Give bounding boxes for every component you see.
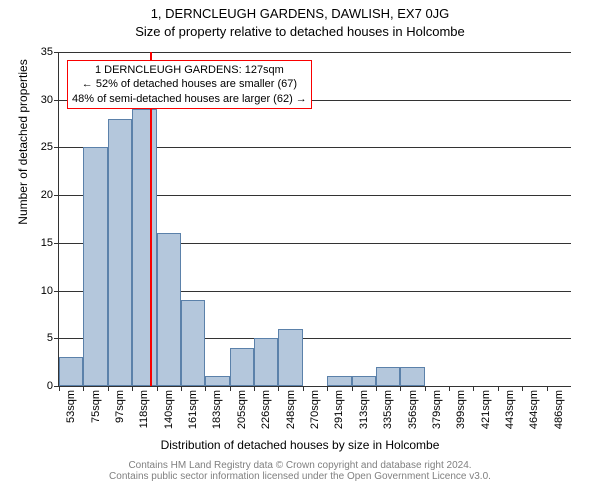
x-tick-label: 335sqm (382, 386, 394, 429)
x-tick-label: 399sqm (455, 386, 467, 429)
chart-title-line1: 1, DERNCLEUGH GARDENS, DAWLISH, EX7 0JG (0, 6, 600, 21)
histogram-bar (254, 338, 278, 386)
histogram-bar (108, 119, 132, 386)
footer-line2: Contains public sector information licen… (0, 471, 600, 482)
x-tick-label: 53sqm (65, 386, 77, 423)
histogram-bar (278, 329, 302, 386)
annotation-box: 1 DERNCLEUGH GARDENS: 127sqm← 52% of det… (67, 60, 312, 109)
y-axis-label: Number of detached properties (16, 0, 30, 309)
histogram-bar (132, 109, 156, 386)
x-tick-label: 291sqm (333, 386, 345, 429)
histogram-bar (352, 376, 376, 386)
annotation-line: 1 DERNCLEUGH GARDENS: 127sqm (72, 63, 307, 77)
histogram-bar (376, 367, 400, 386)
y-tick-label: 30 (41, 94, 59, 106)
y-tick-label: 15 (41, 237, 59, 249)
x-tick-label: 464sqm (528, 386, 540, 429)
x-tick-label: 161sqm (187, 386, 199, 429)
footer-attribution: Contains HM Land Registry data © Crown c… (0, 460, 600, 482)
x-tick-label: 486sqm (553, 386, 565, 429)
x-tick-label: 75sqm (90, 386, 102, 423)
x-tick-label: 421sqm (480, 386, 492, 429)
histogram-bar (230, 348, 254, 386)
x-tick-label: 97sqm (114, 386, 126, 423)
x-tick-label: 443sqm (504, 386, 516, 429)
footer-line1: Contains HM Land Registry data © Crown c… (0, 460, 600, 471)
annotation-line: ← 52% of detached houses are smaller (67… (72, 77, 307, 91)
x-axis-label: Distribution of detached houses by size … (0, 438, 600, 452)
x-tick-label: 205sqm (236, 386, 248, 429)
x-tick-label: 356sqm (407, 386, 419, 429)
histogram-bar (157, 233, 181, 386)
y-tick-label: 0 (47, 380, 59, 392)
x-tick-label: 270sqm (309, 386, 321, 429)
plot-area: 0510152025303553sqm75sqm97sqm118sqm140sq… (58, 52, 571, 387)
annotation-line: 48% of semi-detached houses are larger (… (72, 92, 307, 106)
x-tick-label: 140sqm (163, 386, 175, 429)
x-tick-label: 379sqm (431, 386, 443, 429)
x-tick-label: 118sqm (138, 386, 150, 428)
x-tick-label: 226sqm (260, 386, 272, 429)
histogram-bar (83, 147, 107, 386)
chart-subtitle: Size of property relative to detached ho… (0, 24, 600, 39)
histogram-bar (205, 376, 229, 386)
x-tick-label: 183sqm (211, 386, 223, 429)
gridline (59, 52, 571, 53)
histogram-bar (400, 367, 424, 386)
y-tick-label: 5 (47, 332, 59, 344)
y-tick-label: 35 (41, 46, 59, 58)
histogram-bar (327, 376, 351, 386)
histogram-bar (181, 300, 205, 386)
y-tick-label: 20 (41, 189, 59, 201)
histogram-bar (59, 357, 83, 386)
x-tick-label: 313sqm (358, 386, 370, 429)
x-tick-label: 248sqm (285, 386, 297, 429)
y-tick-label: 10 (41, 285, 59, 297)
y-tick-label: 25 (41, 141, 59, 153)
